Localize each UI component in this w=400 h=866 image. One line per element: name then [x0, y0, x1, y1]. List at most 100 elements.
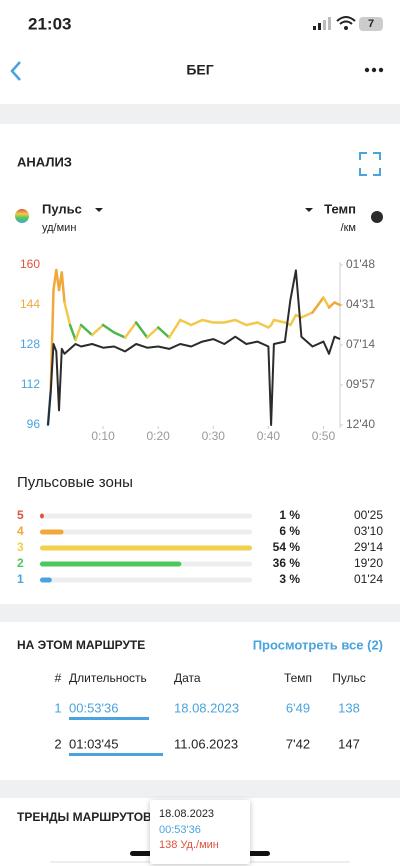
- x-tick-label: 0:20: [147, 429, 171, 443]
- legend-hr-icon: [15, 209, 29, 223]
- route-cell: 2: [54, 736, 61, 751]
- y2-tick-label: 04'31: [346, 297, 375, 311]
- y-tick-label: 112: [21, 377, 40, 391]
- fullscreen-button[interactable]: [359, 152, 381, 176]
- hr-segment: [79, 323, 94, 337]
- route-cell: 11.06.2023: [174, 736, 238, 751]
- hr-segment: [60, 271, 66, 304]
- y2-tick-label: 09'57: [346, 377, 375, 391]
- hr-segment: [134, 321, 149, 339]
- y2-tick-label: 01'48: [346, 257, 375, 271]
- view-all-link[interactable]: Просмотреть все (2): [253, 637, 383, 652]
- column-header: Пульс: [332, 671, 366, 685]
- battery-level: 7: [368, 18, 374, 30]
- section-title: АНАЛИЗ: [17, 154, 72, 169]
- hr-segment: [256, 321, 270, 329]
- duration-bar: [69, 717, 149, 720]
- zone-time: 03'10: [354, 524, 383, 538]
- hr-segment: [272, 318, 287, 324]
- back-button[interactable]: [10, 61, 21, 81]
- hr-segment: [68, 323, 77, 342]
- x-tick-label: 0:50: [312, 429, 336, 443]
- hr-segment: [167, 318, 182, 339]
- hr-segment: [90, 323, 105, 337]
- zone-number: 1: [17, 572, 24, 586]
- hr-segment: [245, 321, 259, 327]
- hr-segment: [234, 318, 248, 327]
- dropdown-arrow: [95, 208, 103, 212]
- hr-segment: [322, 296, 331, 309]
- route-cell: 138: [338, 700, 360, 715]
- zone-number: 2: [17, 556, 24, 570]
- x-tick-label: 0:40: [257, 429, 281, 443]
- column-header: Длительность: [69, 671, 147, 685]
- zone-percent: 3 %: [279, 572, 300, 586]
- x-tick-label: 0:10: [91, 429, 115, 443]
- zone-time: 00'25: [354, 508, 383, 522]
- zones-title: Пульсовые зоны: [17, 474, 133, 491]
- tooltip: 18.08.2023 00:53'36 138 Уд./мин: [150, 800, 250, 864]
- route-title: НА ЭТОМ МАРШРУТЕ: [17, 638, 145, 652]
- zone-track: [40, 577, 252, 583]
- zone-number: 3: [17, 540, 24, 554]
- route-cell: 147: [338, 736, 360, 751]
- zone-percent: 54 %: [273, 540, 301, 554]
- hr-segment: [201, 318, 215, 324]
- tooltip-duration: 00:53'36: [159, 824, 201, 836]
- zone-time: 19'20: [354, 556, 383, 570]
- y-tick-label: 128: [20, 337, 40, 351]
- hr-segment: [333, 301, 342, 307]
- zone-bar: [40, 513, 44, 519]
- tooltip-date: 18.08.2023: [159, 808, 214, 820]
- hr-segment: [300, 311, 314, 319]
- hr-segment: [145, 326, 160, 339]
- hr-segment: [311, 296, 325, 314]
- zone-time: 29'14: [354, 540, 383, 554]
- zone-track: [40, 513, 252, 519]
- chart: 96 112 128 144 160 01'48 04'31 07'14 09'57 12'40 0…: [20, 257, 375, 443]
- hr-segment: [123, 321, 138, 339]
- dropdown-arrow: [305, 208, 313, 212]
- zone-number: 4: [17, 524, 24, 538]
- legend-pace-unit: /км: [341, 222, 356, 234]
- wifi-dot: [344, 26, 348, 30]
- hr-segment: [63, 301, 72, 327]
- route-cell: 1: [54, 700, 61, 715]
- legend-hr[interactable]: Пульс: [42, 201, 82, 216]
- pace-line: [47, 269, 341, 426]
- hr-segment: [189, 318, 204, 327]
- route-table: # Длительность Дата Темп Пульс 1 00:53'36 18.08…: [54, 671, 365, 751]
- hr-segment: [289, 313, 298, 327]
- legend-pace[interactable]: Темп: [324, 201, 356, 216]
- legend-hr-unit: уд/мин: [42, 222, 76, 234]
- trends-title: ТРЕНДЫ МАРШРУТОВ: [17, 810, 152, 824]
- zone-bar: [40, 545, 252, 551]
- y2-tick-label: 07'14: [346, 337, 375, 351]
- hr-segment: [112, 331, 127, 339]
- hr-segment: [178, 318, 193, 327]
- hr-segment: [74, 323, 83, 342]
- status-time: 21:03: [28, 14, 71, 33]
- wifi-icon: [336, 16, 356, 25]
- y-tick-label: 160: [20, 257, 40, 271]
- legend-pace-icon: [371, 211, 383, 223]
- separator: [0, 104, 400, 124]
- hr-segment: [223, 318, 237, 324]
- more-button[interactable]: [364, 67, 384, 73]
- route-cell: 7'42: [286, 736, 310, 751]
- zone-bar: [40, 577, 52, 583]
- separator: [0, 604, 400, 622]
- page-title: БЕГ: [186, 62, 213, 78]
- zones-list: 5 1 % 00'25 4 6 % 03'10 3 54 % 29'14 2 36 % 19'20 1 3…: [17, 508, 383, 586]
- y-tick-label: 96: [27, 417, 41, 431]
- zone-number: 5: [17, 508, 24, 522]
- zone-track: [40, 529, 252, 535]
- zone-bar: [40, 561, 182, 567]
- route-cell: 6'49: [286, 700, 310, 715]
- zone-percent: 36 %: [273, 556, 301, 570]
- hr-segment: [156, 326, 171, 339]
- zone-percent: 1 %: [279, 508, 300, 522]
